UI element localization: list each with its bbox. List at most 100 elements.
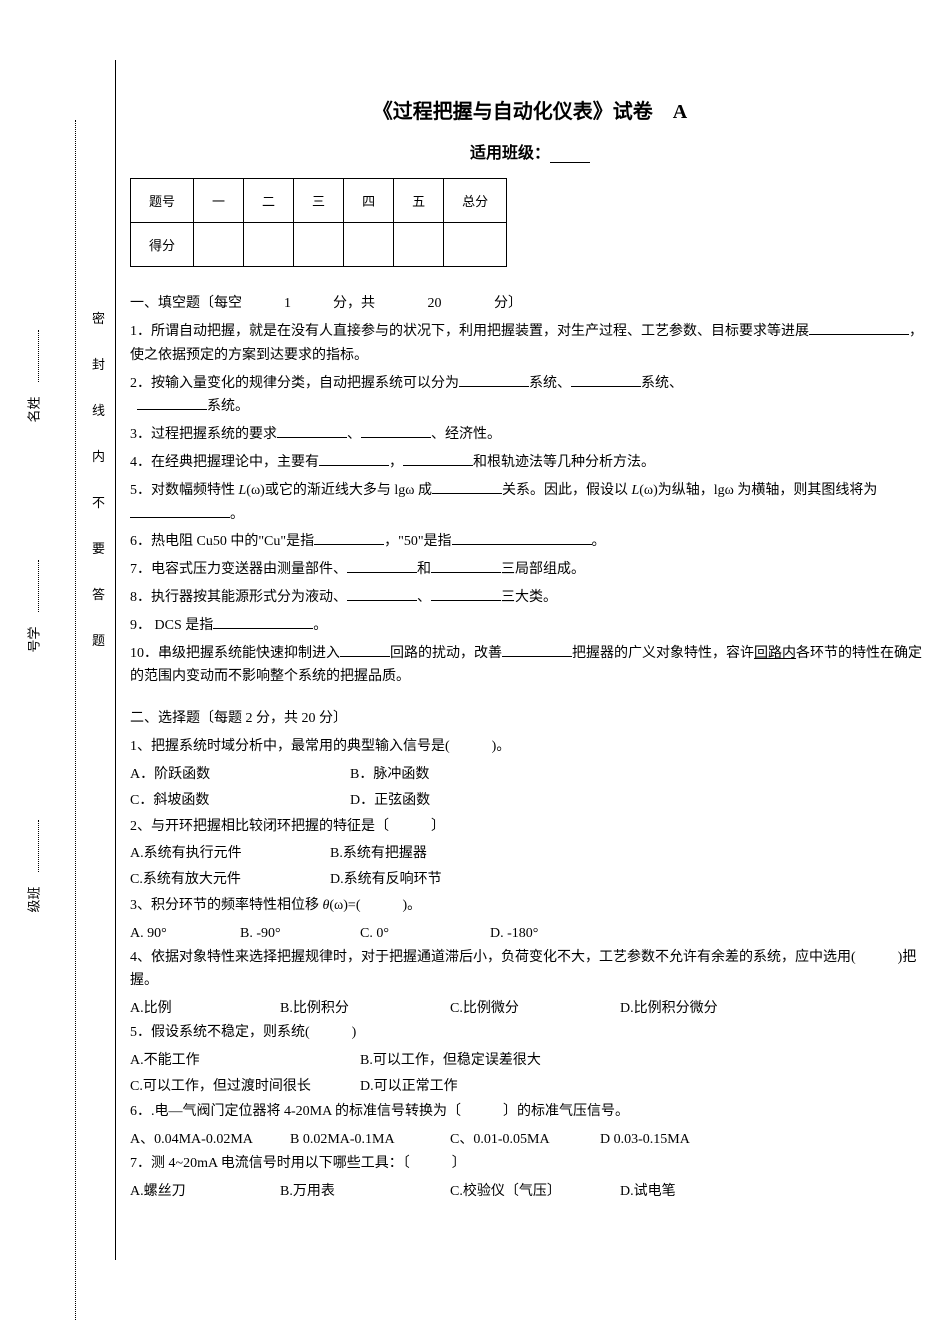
text: 、	[347, 427, 361, 442]
text: (ω)=( )。	[329, 898, 421, 913]
q1-6: 6．热电阻 Cu50 中的"Cu"是指，"50"是指。	[130, 530, 930, 554]
q2-1: 1、把握系统时域分析中，最常用的典型输入信号是( )。	[130, 735, 930, 759]
text: 。	[592, 534, 606, 549]
option: A.比例	[130, 997, 280, 1021]
text: 3、积分环节的频率特性相位移	[130, 898, 323, 913]
q2-7: 7．测 4~20mA 电流信号时用以下哪些工具：〔 〕	[130, 1152, 930, 1176]
q2-5-options: A.不能工作B.可以工作，但稳定误差很大 C.可以工作，但过渡时间很长D.可以正…	[130, 1049, 930, 1099]
table-header: 四	[344, 179, 394, 223]
table-header: 题号	[131, 179, 194, 223]
side-dotted-2	[38, 560, 39, 612]
blank	[137, 396, 207, 410]
text: (ω)为纵轴，lgω 为横轴，则其图线将为	[639, 483, 877, 498]
table-score-row: 得分	[131, 223, 507, 267]
text: 、	[417, 590, 431, 605]
table-header: 三	[294, 179, 344, 223]
option: A．阶跃函数	[130, 763, 350, 787]
underlined-text: 回路内	[754, 646, 796, 661]
blank	[277, 424, 347, 438]
text: 分〕	[494, 296, 522, 311]
table-cell	[344, 223, 394, 267]
option: D 0.03-0.15MA	[600, 1132, 690, 1147]
section2-title: 二、选择题〔每题 2 分，共 20 分〕	[130, 707, 930, 727]
q2-4-options: A.比例B.比例积分C.比例微分D.比例积分微分	[130, 997, 930, 1021]
text: 分，共	[333, 296, 375, 311]
option: B 0.02MA-0.1MA	[290, 1128, 450, 1152]
table-cell	[394, 223, 444, 267]
text: 关系。因此，假设以	[502, 483, 632, 498]
table-header: 二	[244, 179, 294, 223]
blank	[347, 559, 417, 573]
q1-10: 10．串级把握系统能快速抑制进入回路的扰动，改善把握器的广义对象特性，容许回路内…	[130, 642, 930, 690]
table-header: 五	[394, 179, 444, 223]
blank	[403, 452, 473, 466]
text: 7．电容式压力变送器由测量部件、	[130, 562, 347, 577]
text: 2．按输入量变化的规律分类，自动把握系统可以分为	[130, 376, 459, 391]
option: D．正弦函数	[350, 793, 430, 808]
page-title: 《过程把握与自动化仪表》试卷 A	[130, 95, 930, 124]
text: 。	[230, 507, 244, 522]
section1-title: 一、填空题〔每空 1 分，共 20 分〕	[130, 292, 930, 312]
main-content: 《过程把握与自动化仪表》试卷 A 适用班级： 题号 一 二 三 四 五 总分 得…	[130, 60, 930, 1204]
text: 三大类。	[501, 590, 557, 605]
q2-6-options: A、0.04MA-0.02MAB 0.02MA-0.1MAC、0.01-0.05…	[130, 1128, 930, 1152]
dotted-line	[75, 120, 76, 1320]
side-label-name: 名姓	[24, 396, 43, 422]
blank	[130, 504, 230, 518]
q2-2-options: A.系统有执行元件B.系统有把握器 C.系统有放大元件D.系统有反响环节	[130, 842, 930, 892]
option: B.可以工作，但稳定误差很大	[360, 1053, 541, 1068]
seal-char-8: 题	[92, 630, 105, 649]
q1-5: 5．对数幅频特性 L(ω)或它的渐近线大多与 lgω 成关系。因此，假设以 L(…	[130, 479, 930, 527]
option: C. 0°	[360, 922, 490, 946]
blank	[809, 321, 909, 335]
text: 10．串级把握系统能快速抑制进入	[130, 646, 340, 661]
side-dotted-1	[38, 330, 39, 382]
q1-7: 7．电容式压力变送器由测量部件、和三局部组成。	[130, 558, 930, 582]
option: D.试电笔	[620, 1184, 676, 1199]
blank	[431, 587, 501, 601]
option: A.系统有执行元件	[130, 842, 330, 866]
option: B．脉冲函数	[350, 767, 429, 782]
q2-2: 2、与开环把握相比较闭环把握的特征是〔 〕	[130, 815, 930, 839]
option: C．斜坡函数	[130, 789, 350, 813]
option: A.螺丝刀	[130, 1180, 280, 1204]
text: 回路的扰动，改善	[390, 646, 502, 661]
binding-column: 名姓 号学 级班 密 封 线 内 不 要 答 题	[0, 60, 115, 1260]
option: B.万用表	[280, 1180, 450, 1204]
option: C.系统有放大元件	[130, 868, 330, 892]
text: 一、填空题〔每空	[130, 296, 242, 311]
q1-1: 1．所谓自动把握，就是在没有人直接参与的状况下，利用把握装置，对生产过程、工艺参…	[130, 320, 930, 368]
table-header-row: 题号 一 二 三 四 五 总分	[131, 179, 507, 223]
q2-5: 5．假设系统不稳定，则系统( )	[130, 1021, 930, 1045]
option: B. -90°	[240, 922, 360, 946]
seal-char-4: 内	[92, 446, 105, 465]
table-cell	[244, 223, 294, 267]
option: A.不能工作	[130, 1049, 360, 1073]
seal-char-3: 线	[92, 400, 105, 419]
text: 和	[417, 562, 431, 577]
option: C.校验仪〔气压〕	[450, 1180, 620, 1204]
q2-3: 3、积分环节的频率特性相位移 θ(ω)=( )。	[130, 894, 930, 918]
table-cell	[444, 223, 507, 267]
text: 系统。	[207, 399, 249, 414]
text: 5．对数幅频特性	[130, 483, 239, 498]
side-label-id: 号学	[24, 626, 43, 652]
text: 系统、	[529, 376, 571, 391]
option: D.系统有反响环节	[330, 872, 442, 887]
option: D.可以正常工作	[360, 1079, 458, 1094]
side-label-class: 级班	[24, 886, 43, 912]
text: 4．在经典把握理论中，主要有	[130, 455, 319, 470]
subtitle-prefix: 适用班级：	[470, 145, 550, 162]
text: 1	[284, 296, 291, 311]
q2-7-options: A.螺丝刀B.万用表C.校验仪〔气压〕D.试电笔	[130, 1180, 930, 1204]
option: C.比例微分	[450, 997, 620, 1021]
seal-char-7: 答	[92, 584, 105, 603]
table-cell	[294, 223, 344, 267]
subtitle-blank	[550, 162, 590, 163]
q2-1-options: A．阶跃函数B．脉冲函数 C．斜坡函数D．正弦函数	[130, 763, 930, 813]
blank	[213, 615, 313, 629]
text: 和根轨迹法等几种分析方法。	[473, 455, 655, 470]
text: ，"50"是指	[384, 534, 451, 549]
text: 1．所谓自动把握，就是在没有人直接参与的状况下，利用把握装置，对生产过程、工艺参…	[130, 324, 809, 339]
table-header: 一	[194, 179, 244, 223]
